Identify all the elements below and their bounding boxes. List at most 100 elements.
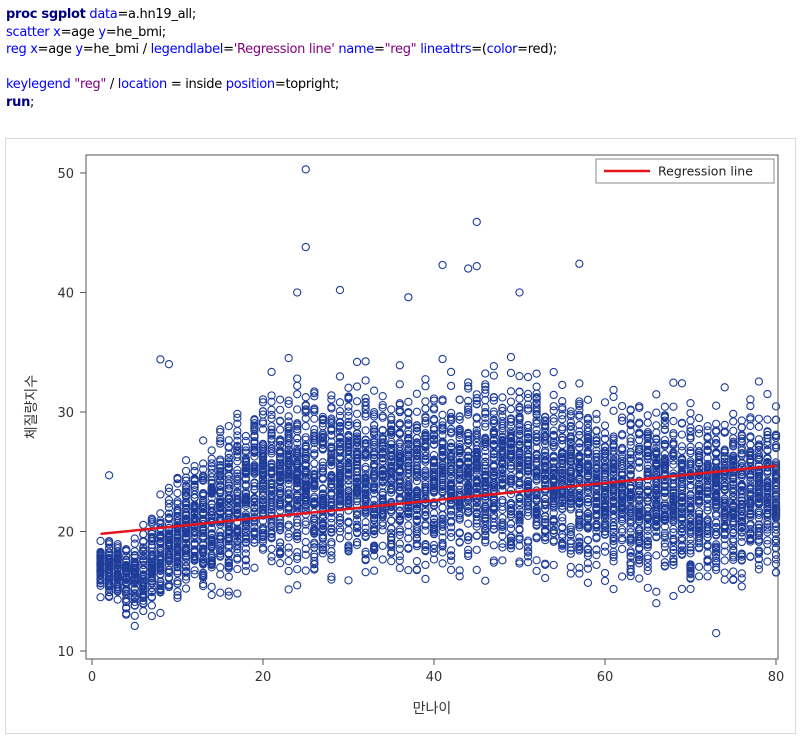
scatter-point: [258, 498, 268, 507]
scatter-point: [275, 449, 285, 458]
scatter-point: [198, 555, 208, 564]
scatter-point: [216, 552, 225, 561]
scatter-point: [224, 564, 233, 573]
code-token: =topright;: [274, 77, 339, 92]
scatter-point: [190, 552, 199, 561]
plot-figure: 0 20 40 60 80 10 20 30 40 50 만나이 체질량지수 Regressio…: [5, 138, 796, 734]
scatter-point: [173, 505, 182, 514]
scatter-point: [258, 496, 268, 505]
scatter-point: [190, 554, 199, 563]
scatter-point: [190, 502, 199, 512]
scatter-point: [250, 432, 259, 442]
scatter-point: [250, 493, 259, 503]
scatter-point: [643, 411, 652, 420]
scatter-point: [224, 591, 233, 600]
scatter-point: [139, 598, 148, 608]
scatter-point: [652, 390, 661, 399]
scatter-point: [378, 526, 387, 535]
scatter-point: [592, 560, 601, 570]
scatter-point: [301, 537, 310, 547]
scatter-point: [267, 405, 276, 414]
scatter-point: [147, 587, 156, 596]
scatter-point: [267, 527, 276, 536]
scatter-point: [224, 475, 233, 484]
scatter-point: [267, 459, 276, 468]
code-line: [6, 59, 557, 77]
scatter-point: [207, 478, 216, 487]
scatter-point: [233, 457, 242, 466]
code-token: =(: [471, 42, 487, 57]
scatter-point: [216, 488, 225, 498]
scatter-point: [147, 558, 156, 567]
scatter-point: [233, 496, 242, 505]
scatter-point: [267, 483, 276, 492]
scatter-point: [301, 550, 310, 559]
scatter-point: [267, 470, 276, 479]
scatter-point: [592, 409, 601, 419]
scatter-point: [173, 497, 182, 506]
scatter-point: [181, 561, 191, 570]
scatter-point: [250, 424, 259, 433]
scatter-point: [164, 529, 174, 539]
scatter-point: [173, 473, 182, 483]
scatter-point: [421, 397, 430, 406]
scatter-point: [147, 519, 156, 528]
scatter-point: [216, 425, 225, 434]
code-token: lineattrs: [420, 42, 472, 57]
scatter-point: [635, 403, 644, 413]
scatter-point: [617, 401, 627, 411]
scatter-point: [147, 552, 156, 561]
scatter-point: [181, 500, 191, 510]
scatter-point: [233, 447, 242, 456]
scatter-point: [122, 556, 131, 565]
scatter-point: [284, 424, 293, 433]
scatter-point: [156, 549, 165, 558]
scatter-point: [301, 421, 310, 431]
scatter-point: [250, 416, 259, 425]
code-token: y: [75, 42, 83, 57]
scatter-point: [241, 522, 251, 531]
scatter-point: [250, 479, 259, 488]
scatter-point: [677, 430, 687, 439]
scatter-point: [387, 516, 396, 525]
scatter-point: [310, 528, 319, 538]
code-token: =he_bmi /: [82, 42, 151, 57]
scatter-point: [207, 541, 216, 550]
scatter-point: [113, 544, 122, 553]
scatter-point: [318, 540, 327, 549]
scatter-point: [181, 456, 191, 465]
scatter-point: [301, 393, 310, 402]
scatter-point: [284, 479, 293, 488]
scatter-point: [258, 487, 268, 496]
scatter-point: [489, 371, 498, 380]
scatter-point: [293, 547, 302, 557]
scatter-point: [310, 543, 319, 552]
scatter-point: [267, 544, 276, 554]
scatter-point: [156, 546, 165, 556]
scatter-point: [284, 469, 293, 478]
scatter-point: [609, 392, 618, 402]
scatter-point: [293, 467, 302, 476]
scatter-point: [198, 549, 208, 558]
scatter-point: [233, 452, 242, 462]
scatter-point: [233, 498, 242, 508]
scatter-point: [164, 546, 174, 556]
scatter-point: [122, 546, 131, 555]
scatter-point: [532, 369, 541, 378]
scatter-point: [284, 566, 293, 576]
scatter-point: [241, 431, 251, 441]
code-token: /: [106, 77, 118, 92]
scatter-point: [498, 513, 507, 523]
scatter-point: [207, 472, 216, 482]
scatter-point: [677, 446, 687, 455]
scatter-point: [241, 555, 251, 564]
scatter-point: [122, 587, 131, 596]
scatter-point: [139, 552, 148, 561]
scatter-point: [310, 481, 319, 491]
scatter-point: [267, 397, 276, 406]
scatter-point: [532, 566, 541, 576]
scatter-point: [173, 543, 182, 553]
scatter-point: [181, 566, 191, 576]
scatter-point: [284, 429, 293, 438]
scatter-point: [181, 553, 191, 563]
